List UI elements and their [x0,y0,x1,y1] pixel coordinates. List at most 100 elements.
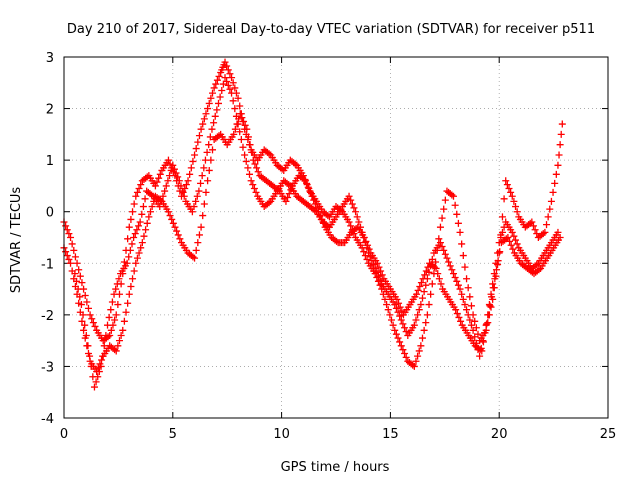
data-point-marker [459,252,467,260]
data-point-marker [176,235,184,243]
data-point-marker [556,141,564,149]
data-point-marker [450,192,458,200]
data-point-marker [417,342,425,350]
data-point-marker [401,350,409,358]
data-point-marker [250,185,258,193]
chart-title: Day 210 of 2017, Sidereal Day-to-day VTE… [67,22,595,37]
data-point-marker [386,311,394,319]
data-point-marker [194,138,202,146]
data-point-marker [148,191,156,199]
data-point-marker [73,277,81,285]
data-point-marker [87,362,95,370]
y-tick-label: 0 [46,206,54,221]
data-point-marker [202,188,210,196]
data-point-marker [375,263,383,271]
data-point-marker [549,188,557,196]
data-point-marker [77,301,85,309]
data-point-marker [285,181,293,189]
data-point-marker [425,268,433,276]
data-point-marker [448,266,456,274]
data-point-marker [210,84,218,92]
data-point-marker [503,181,511,189]
data-point-marker [148,203,156,211]
data-point-marker [547,197,555,205]
data-point-marker [467,302,475,310]
data-point-marker [67,234,75,241]
data-point-marker [184,177,192,185]
data-point-marker [187,164,195,172]
data-point-marker [456,228,464,236]
data-point-marker [398,307,406,315]
y-tick-label: -3 [41,360,54,375]
data-point-marker [352,224,360,232]
data-point-marker [104,321,112,329]
data-point-marker [230,130,238,138]
data-point-marker [446,262,454,270]
data-point-marker [169,219,177,227]
data-point-marker [213,106,221,114]
data-point-marker [128,240,136,248]
data-point-marker [200,200,208,208]
data-point-marker [555,151,563,159]
data-point-marker [533,261,541,269]
data-point-marker [396,312,404,320]
data-point-marker [189,253,197,261]
data-point-marker [428,280,436,288]
data-point-marker [198,172,206,180]
data-point-marker [65,230,73,238]
data-point-marker [224,81,232,89]
data-point-marker [490,270,498,278]
data-point-marker [352,208,360,216]
data-point-marker [164,208,172,216]
data-point-marker [91,322,99,330]
data-point-marker [236,102,244,110]
data-point-marker [111,316,119,324]
data-point-marker [425,301,433,309]
data-point-marker [427,290,435,298]
plot-frame [63,56,609,419]
data-point-marker [435,235,443,243]
data-point-marker [459,295,467,303]
data-point-marker [399,320,407,328]
y-tick-label: -1 [41,257,54,272]
data-point-marker [365,249,373,257]
data-point-marker [324,222,332,230]
data-point-marker [195,187,203,195]
data-point-marker [487,290,495,298]
data-point-marker [71,270,79,278]
data-point-marker [464,311,472,319]
data-point-marker [249,156,257,164]
data-point-marker [130,267,138,275]
data-point-marker [528,218,536,226]
data-point-marker [421,271,429,279]
data-point-marker [418,294,426,302]
data-point-marker [427,262,435,270]
data-point-marker [434,270,442,278]
data-point-marker [243,125,251,133]
data-point-marker [92,378,100,386]
data-point-marker [129,208,137,216]
data-point-marker [246,170,254,178]
data-point-marker [492,266,500,274]
data-point-marker [265,199,273,207]
data-point-marker [203,148,211,156]
data-point-marker [463,275,471,283]
data-point-marker [252,188,260,196]
data-point-marker [441,196,449,204]
data-point-marker [502,177,510,185]
data-point-marker [498,213,506,221]
data-point-marker [448,191,456,199]
data-point-marker [394,308,402,316]
data-point-marker [401,324,409,332]
data-point-marker [68,240,76,248]
data-point-marker [345,218,353,226]
data-point-marker [83,298,91,306]
data-point-marker [251,160,259,168]
data-point-marker [105,313,113,321]
data-point-marker [194,239,202,247]
y-tick-label: 1 [46,154,54,169]
data-point-marker [241,151,249,159]
data-point-marker [191,254,199,262]
data-point-marker [139,203,147,211]
data-point-marker [438,214,446,222]
